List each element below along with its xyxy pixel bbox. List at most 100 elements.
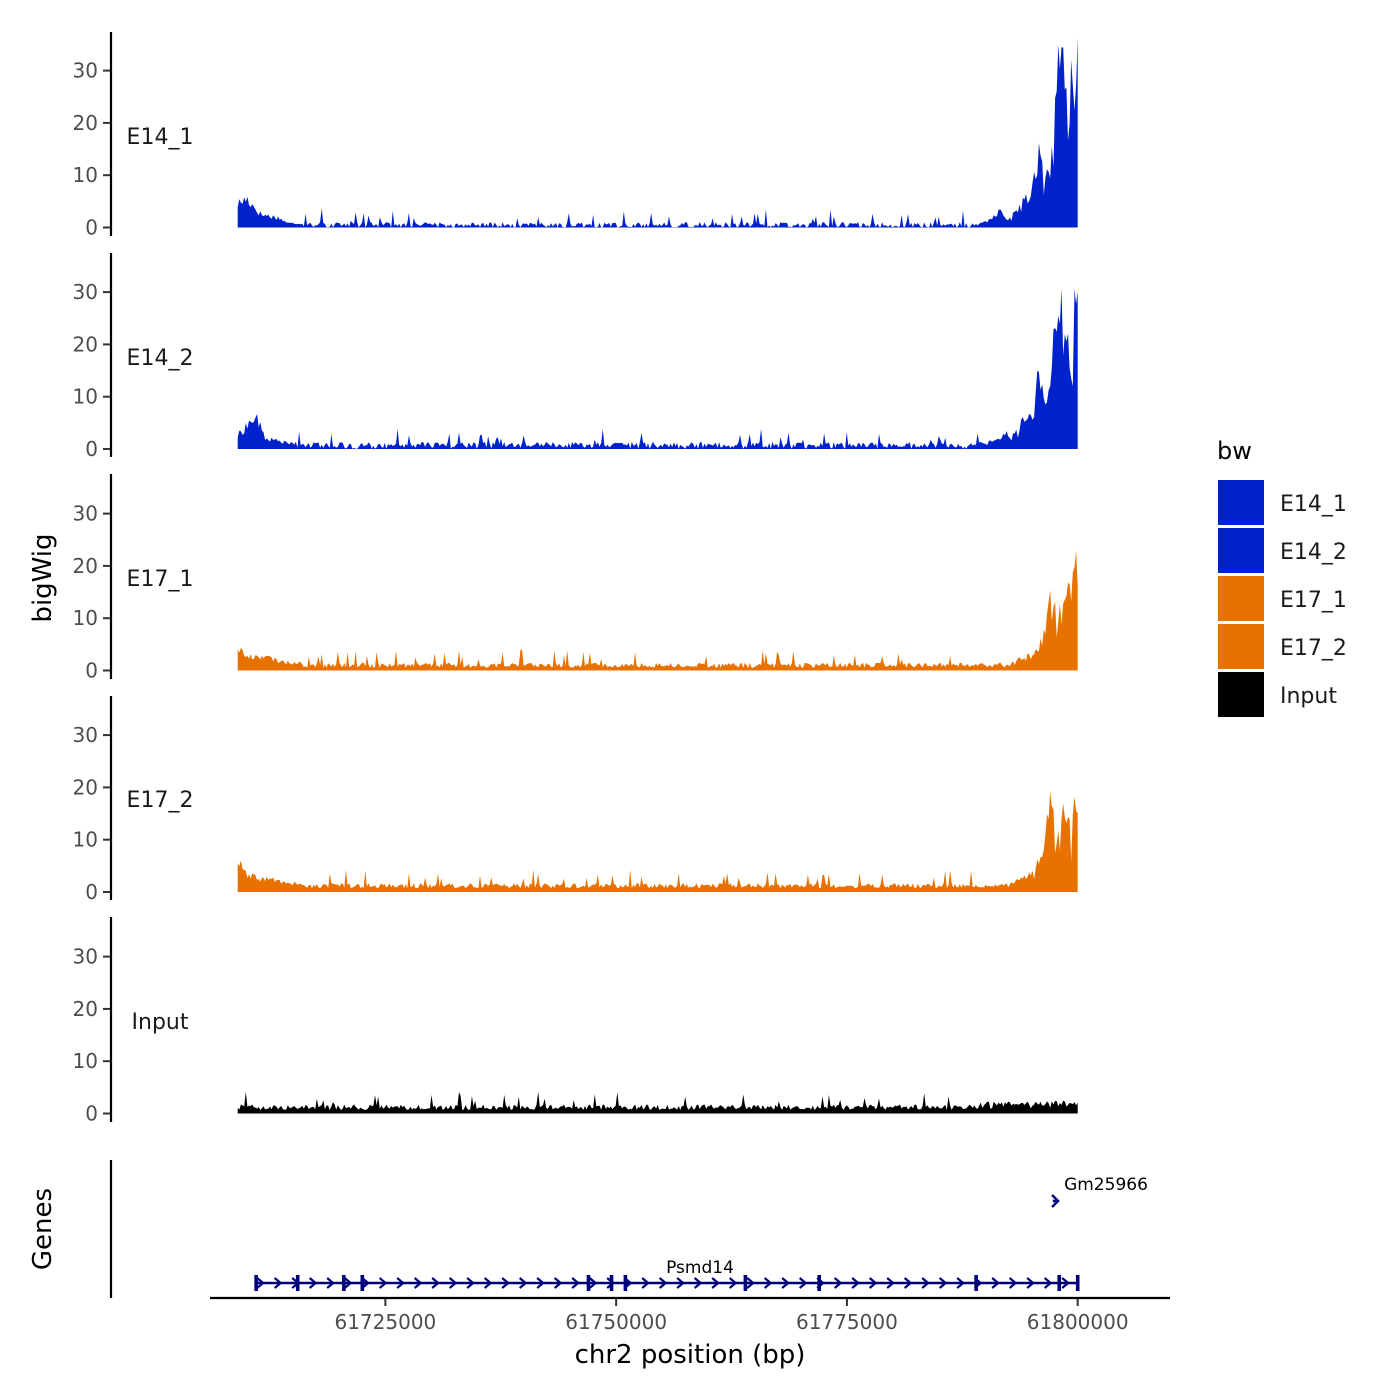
strand-arrow — [1043, 1277, 1053, 1289]
exon-mark — [586, 1275, 591, 1291]
strand-arrow — [326, 1277, 335, 1289]
strand-arrow — [973, 1277, 983, 1289]
strand-arrow — [501, 1277, 510, 1289]
exon-mark — [743, 1275, 748, 1291]
exon-mark — [1057, 1275, 1062, 1291]
x-tick-label: 61750000 — [565, 1310, 667, 1334]
strand-arrow — [868, 1277, 878, 1289]
gene-psmd14: Psmd14 — [254, 1258, 1080, 1291]
strand-arrow — [343, 1277, 353, 1289]
strip-label-input: Input — [132, 1010, 189, 1035]
y-tick-label: 0 — [85, 437, 98, 461]
strip-label-e17-1: E17_1 — [127, 567, 194, 592]
area-series-e17-1 — [237, 550, 1078, 671]
panel-e17-1: E17_1 — [109, 474, 194, 679]
y-tick-label: 10 — [73, 385, 98, 409]
y-tick-label: 0 — [85, 216, 98, 240]
strand-arrow — [273, 1277, 283, 1289]
strand-arrow — [483, 1277, 493, 1289]
panel-e17-2: E17_2 — [109, 696, 194, 900]
area-series-input — [237, 1091, 1078, 1114]
strand-arrow — [903, 1277, 913, 1289]
panel-input: Input — [109, 917, 189, 1122]
legend-label: E17_1 — [1280, 588, 1347, 613]
strand-arrow — [553, 1277, 563, 1289]
y-tick-label: 30 — [73, 280, 98, 304]
y-tick-label: 20 — [73, 775, 98, 799]
y-tick-label: 10 — [73, 1049, 98, 1073]
strand-arrow — [256, 1277, 265, 1289]
x-axis: 61725000 61750000 61775000 61800000 chr2 po… — [210, 1296, 1170, 1370]
strand-arrow — [938, 1277, 948, 1289]
strand-arrow — [711, 1277, 720, 1289]
legend-label: Input — [1280, 684, 1337, 709]
legend-label: E17_2 — [1280, 636, 1347, 661]
y-tick-label: 10 — [73, 828, 98, 852]
legend: bw E14_1 E14_2 E17_1 E17_2 Input — [1217, 437, 1347, 717]
legend-title: bw — [1217, 437, 1252, 465]
y-ticks: 0 10 20 30 0 10 20 30 0 10 20 30 0 10 20 30 0 10 20 30 — [73, 59, 110, 1126]
y-tick-label: 20 — [73, 111, 98, 135]
strand-arrow — [991, 1277, 1000, 1289]
y-tick-label: 30 — [73, 723, 98, 747]
exon-mark — [342, 1275, 346, 1291]
strand-arrow — [361, 1277, 370, 1289]
x-tick-label: 61775000 — [796, 1310, 898, 1334]
strand-arrow — [536, 1277, 545, 1289]
strip-label-e14-2: E14_2 — [127, 346, 194, 371]
legend-swatch — [1218, 528, 1264, 573]
strand-arrow — [886, 1277, 895, 1289]
strand-arrow — [746, 1277, 755, 1289]
exon-mark — [360, 1275, 365, 1291]
y-tick-label: 20 — [73, 554, 98, 578]
genes-title: Genes — [28, 1188, 58, 1270]
y-tick-label: 0 — [85, 880, 98, 904]
legend-swatch — [1218, 624, 1264, 669]
strand-arrow — [448, 1277, 458, 1289]
strand-arrow — [851, 1277, 860, 1289]
x-axis-title: chr2 position (bp) — [575, 1340, 806, 1370]
strip-label-e14-1: E14_1 — [127, 125, 194, 150]
genes-panel: Genes Psmd14 Gm25966 — [28, 1160, 1148, 1298]
strand-arrow — [676, 1277, 685, 1289]
strand-arrow — [1051, 1194, 1060, 1208]
gene-label: Gm25966 — [1064, 1175, 1148, 1195]
x-tick-label: 61800000 — [1027, 1310, 1129, 1334]
strand-arrow — [798, 1277, 808, 1289]
area-series-e14-1 — [237, 36, 1078, 228]
strand-arrow — [728, 1277, 738, 1289]
y-tick-label: 20 — [73, 997, 98, 1021]
strand-arrow — [291, 1277, 300, 1289]
y-tick-label: 10 — [73, 163, 98, 187]
exon-mark — [1075, 1275, 1080, 1291]
panel-e14-2: E14_2 — [109, 253, 194, 457]
strand-arrow — [1008, 1277, 1018, 1289]
strand-arrow — [693, 1277, 703, 1289]
legend-label: E14_2 — [1280, 540, 1347, 565]
strand-arrow — [781, 1277, 790, 1289]
legend-swatch — [1218, 672, 1264, 717]
y-tick-label: 30 — [73, 502, 98, 526]
strand-arrow — [466, 1277, 475, 1289]
strip-label-e17-2: E17_2 — [127, 788, 194, 813]
exon-mark — [817, 1275, 822, 1291]
strand-arrow — [921, 1277, 930, 1289]
strand-arrow — [588, 1277, 598, 1289]
gene-models: Psmd14 Gm25966 — [254, 1175, 1148, 1291]
legend-swatch — [1218, 480, 1264, 525]
strand-arrow — [956, 1277, 965, 1289]
gene-label: Psmd14 — [666, 1258, 734, 1278]
y-tick-label: 0 — [85, 1102, 98, 1126]
strand-arrow — [396, 1277, 405, 1289]
strand-arrow — [308, 1277, 318, 1289]
y-tick-label: 0 — [85, 659, 98, 683]
strand-arrow — [606, 1277, 615, 1289]
strand-arrow — [763, 1277, 773, 1289]
strand-arrow — [571, 1277, 580, 1289]
strand-arrow — [431, 1277, 440, 1289]
exon-mark — [254, 1275, 258, 1291]
legend-items: E14_1 E14_2 E17_1 E17_2 Input — [1218, 480, 1347, 717]
exon-mark — [623, 1275, 628, 1291]
